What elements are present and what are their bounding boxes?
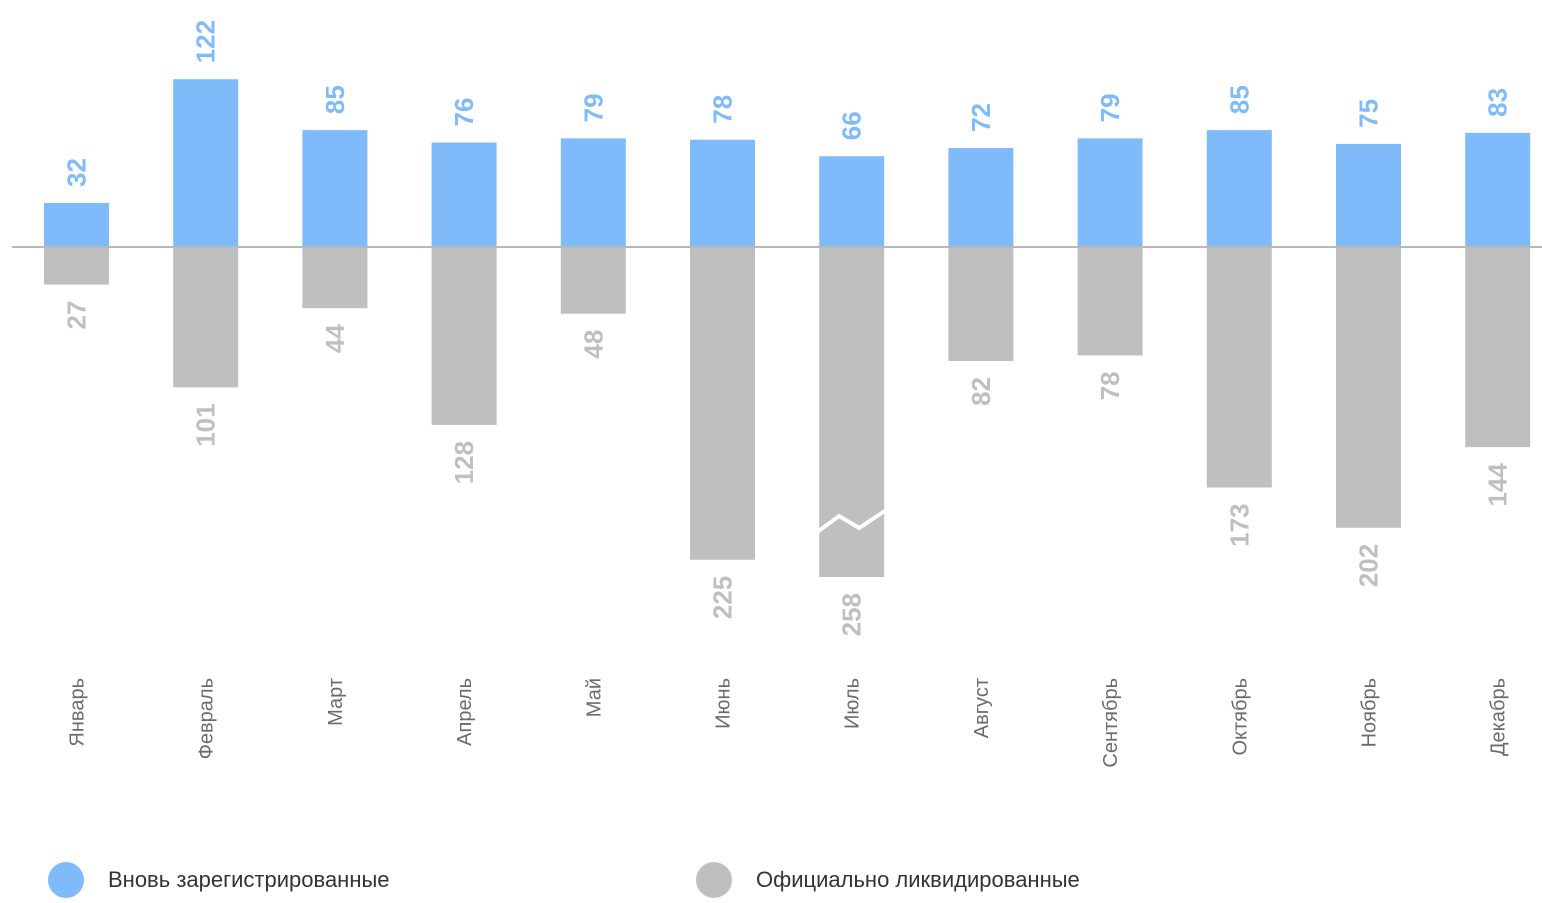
registered-bar [560,138,626,247]
registered-value-label: 32 [62,158,92,187]
registered-bar [1077,138,1143,247]
category-label: Сентябрь [1100,678,1122,768]
liquidated-value-label: 78 [1095,371,1125,400]
legend-item-registered: Вновь зарегистрированные [48,860,390,900]
legend-label-registered: Вновь зарегистрированные [108,867,390,892]
registered-value-label: 85 [320,85,350,114]
liquidated-value-label: 82 [966,377,996,406]
registered-bar [819,156,885,247]
registered-value-label: 83 [1483,88,1513,117]
liquidated-bar [173,247,239,388]
liquidated-bar [431,247,497,425]
axis-break-mark [816,508,888,534]
liquidated-value-label: 44 [320,324,350,353]
registered-bar [1206,130,1272,247]
registered-value-label: 76 [449,98,479,127]
liquidated-bar [1206,247,1272,488]
liquidated-bars [44,247,1531,577]
registered-value-label: 75 [1354,99,1384,128]
registered-value-label: 66 [837,111,867,140]
liquidated-value-labels: 27 101 44 128 48 225 258 82 78 173 202 144 [62,301,1513,637]
category-label: Октябрь [1229,678,1251,756]
registered-bar [690,139,755,247]
registered-value-labels: 32 122 85 76 79 78 66 72 79 85 75 83 [62,20,1513,187]
category-label: Апрель [454,678,476,746]
liquidated-value-label: 27 [62,301,92,330]
registered-bars [44,79,1531,247]
chart: 32 122 85 76 79 78 66 72 79 85 75 83 27 101 44 128 48 22… [12,20,1542,768]
category-label: Август [971,678,993,738]
registered-value-label: 79 [1095,93,1125,122]
liquidated-value-label: 173 [1224,503,1254,546]
category-label: Декабрь [1488,678,1510,756]
legend-swatch-liquidated [696,862,732,898]
liquidated-value-label: 225 [708,576,738,619]
registered-bar [948,148,1014,247]
liquidated-value-label: 128 [449,441,479,484]
category-label: Ноябрь [1359,678,1381,747]
legend-item-liquidated: Официально ликвидированные [696,860,1080,900]
liquidated-bar [44,247,109,285]
liquidated-bar [1465,247,1531,448]
liquidated-bar [302,247,368,309]
registered-value-label: 72 [966,103,996,132]
legend-swatch-registered [48,862,84,898]
registered-value-label: 122 [191,20,221,63]
legend-label-liquidated: Официально ликвидированные [756,867,1080,892]
registered-bar [173,79,239,247]
registered-bar [431,142,497,247]
liquidated-bar [560,247,626,314]
category-label: Май [583,678,605,717]
registered-bar [1336,143,1401,247]
registered-bar [1465,132,1531,247]
category-label: Февраль [196,678,218,759]
liquidated-value-label: 144 [1483,463,1513,507]
axis-break-marks [816,508,888,534]
liquidated-bar [1336,247,1401,528]
liquidated-value-label: 101 [191,403,221,446]
category-label: Март [325,678,347,726]
registered-value-label: 79 [578,93,608,122]
registered-bar [44,203,109,247]
liquidated-value-label: 202 [1354,544,1384,587]
liquidated-bar [690,247,755,560]
registered-value-label: 85 [1224,85,1254,114]
liquidated-bar [948,247,1014,361]
liquidated-bar [1077,247,1143,356]
liquidated-value-label: 258 [837,593,867,636]
category-label: Январь [67,678,89,747]
liquidated-value-label: 48 [578,330,608,359]
category-labels: Январь Февраль Март Апрель Май Июнь Июль Август… [67,678,1510,768]
registered-bar [302,130,368,247]
registered-value-label: 78 [708,95,738,124]
liquidated-bar [819,247,885,577]
category-label: Июнь [713,678,735,729]
category-label: Июль [842,678,864,729]
